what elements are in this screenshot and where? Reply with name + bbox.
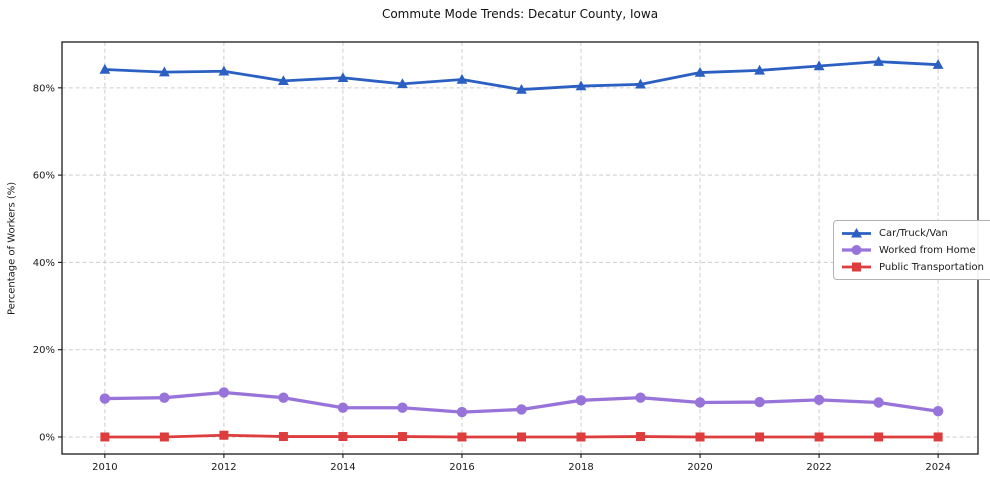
legend-label: Public Transportation (879, 261, 984, 273)
data-point-worked-from-home (397, 402, 408, 413)
data-point-car-truck-van (218, 65, 230, 76)
x-tick-label: 2020 (687, 462, 712, 473)
data-point-public-transportation (219, 430, 229, 440)
data-point-public-transportation (695, 432, 705, 442)
data-point-public-transportation (576, 432, 586, 442)
legend-label: Car/Truck/Van (879, 227, 948, 239)
y-tick-label: 80% (33, 83, 55, 94)
data-point-car-truck-van (754, 64, 765, 75)
x-tick-label: 2014 (330, 462, 355, 473)
data-point-worked-from-home (575, 395, 587, 406)
data-point-car-truck-van (635, 78, 646, 89)
chart-title: Commute Mode Trends: Decatur County, Iow… (381, 7, 659, 21)
x-tick-label: 2024 (925, 462, 950, 473)
legend-item-car-truck-van: Car/Truck/Van (841, 226, 984, 240)
data-point-public-transportation (814, 432, 824, 442)
legend: Car/Truck/Van Worked from Home Public Tr… (833, 220, 990, 280)
data-point-public-transportation (457, 432, 467, 442)
square-marker-icon (841, 261, 872, 273)
x-tick-label: 2010 (92, 462, 117, 473)
data-point-public-transportation (516, 432, 526, 442)
legend-label: Worked from Home (879, 244, 976, 256)
data-point-public-transportation (397, 432, 407, 442)
legend-item-public-transportation: Public Transportation (841, 260, 984, 274)
data-point-car-truck-van (694, 66, 706, 77)
data-point-car-truck-van (575, 80, 587, 91)
data-point-worked-from-home (159, 392, 170, 403)
y-tick-label: 20% (33, 345, 55, 356)
data-point-public-transportation (100, 432, 110, 442)
data-point-worked-from-home (218, 387, 230, 398)
data-point-worked-from-home (932, 406, 944, 417)
y-axis-label: Percentage of Workers (%) (6, 181, 18, 315)
data-point-worked-from-home (516, 404, 527, 415)
data-point-public-transportation (159, 432, 169, 442)
data-point-worked-from-home (754, 396, 765, 408)
data-point-car-truck-van (278, 75, 289, 86)
data-point-car-truck-van (516, 83, 527, 94)
circle-marker-icon (841, 244, 872, 256)
data-point-public-transportation (636, 432, 646, 442)
x-tick-label: 2012 (211, 462, 236, 473)
data-point-worked-from-home (99, 393, 111, 404)
y-tick-label: 40% (33, 258, 55, 269)
data-point-car-truck-van (932, 59, 944, 69)
data-point-car-truck-van (158, 66, 170, 77)
y-tick-label: 60% (33, 171, 55, 182)
x-tick-label: 2022 (806, 462, 831, 473)
data-point-car-truck-van (456, 73, 468, 84)
data-point-worked-from-home (278, 392, 289, 403)
data-point-car-truck-van (813, 60, 825, 71)
data-point-worked-from-home (456, 406, 468, 418)
data-point-car-truck-van (397, 78, 408, 89)
data-point-public-transportation (278, 432, 288, 442)
y-tick-label: 0% (39, 432, 55, 443)
data-point-worked-from-home (635, 392, 646, 403)
legend-item-worked-from-home: Worked from Home (841, 243, 984, 257)
data-point-public-transportation (874, 432, 884, 442)
data-point-public-transportation (338, 432, 348, 442)
data-point-car-truck-van (99, 63, 111, 74)
data-point-car-truck-van (337, 72, 349, 82)
x-tick-label: 2016 (449, 462, 474, 473)
data-point-worked-from-home (337, 402, 349, 413)
data-point-worked-from-home (813, 394, 825, 406)
data-point-worked-from-home (873, 397, 884, 408)
data-point-car-truck-van (873, 56, 885, 66)
data-point-public-transportation (755, 432, 765, 442)
data-point-public-transportation (933, 432, 943, 442)
data-point-worked-from-home (694, 397, 706, 408)
triangle-marker-icon (841, 227, 872, 239)
x-tick-label: 2018 (568, 462, 593, 473)
